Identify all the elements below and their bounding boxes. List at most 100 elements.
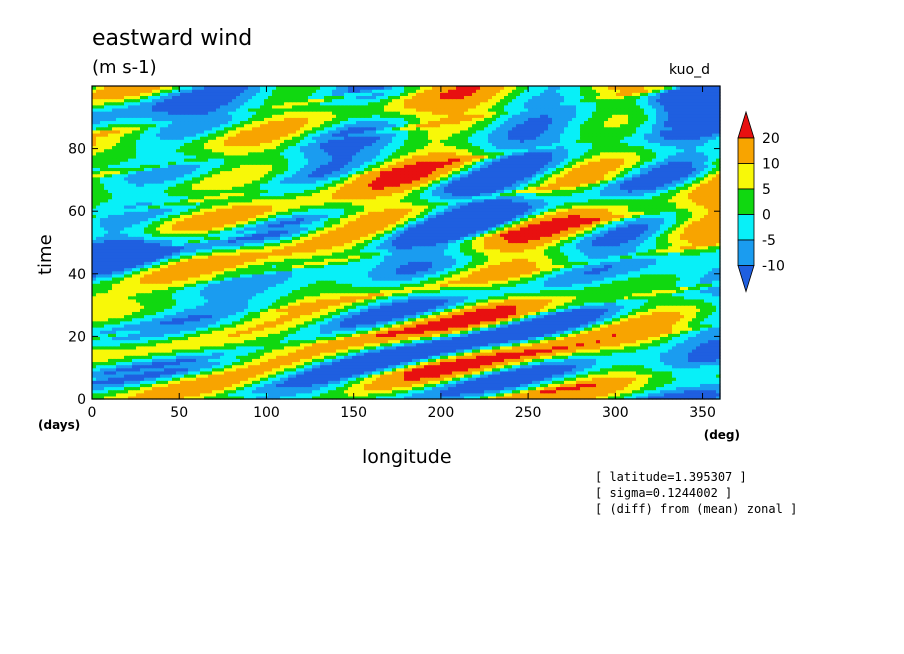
heatmap-cell <box>504 395 509 400</box>
heatmap-cell <box>672 370 677 375</box>
heatmap-cell <box>656 373 661 378</box>
heatmap-cell <box>200 389 205 394</box>
heatmap-cell <box>672 392 677 397</box>
heatmap-cell <box>516 373 521 378</box>
heatmap-cell <box>100 395 105 400</box>
heatmap-cell <box>180 358 185 363</box>
heatmap-cell <box>104 358 109 363</box>
heatmap-cell <box>612 383 617 388</box>
heatmap-cell <box>164 383 169 388</box>
heatmap-cell <box>448 373 453 378</box>
heatmap-cell <box>372 358 377 363</box>
heatmap-cell <box>116 386 121 391</box>
heatmap-cell <box>536 373 541 378</box>
heatmap-cell <box>316 380 321 384</box>
heatmap-cell <box>672 386 677 391</box>
heatmap-cell <box>260 392 265 397</box>
heatmap-cell <box>180 380 185 384</box>
heatmap-cell <box>208 380 213 384</box>
heatmap-cell <box>276 392 281 397</box>
heatmap-cell <box>508 367 513 372</box>
heatmap-cell <box>704 370 709 375</box>
heatmap-cell <box>500 380 505 384</box>
heatmap-cell <box>580 395 585 400</box>
heatmap-cell <box>252 389 257 394</box>
heatmap-cell <box>440 389 445 394</box>
heatmap-cell <box>600 373 605 378</box>
heatmap-cell <box>228 383 233 388</box>
heatmap-cell <box>516 367 521 372</box>
heatmap-cell <box>288 377 293 381</box>
heatmap-cell <box>276 389 281 394</box>
heatmap-cell <box>236 377 241 381</box>
heatmap-cell <box>180 364 185 369</box>
heatmap-cell <box>288 370 293 375</box>
heatmap-cell <box>144 389 149 394</box>
heatmap-cell <box>168 395 173 400</box>
heatmap-cell <box>200 361 205 366</box>
heatmap-cell <box>92 389 97 394</box>
heatmap-cell <box>200 395 205 400</box>
heatmap-cell <box>324 386 329 391</box>
heatmap-cell <box>344 361 349 366</box>
heatmap-cell <box>256 358 261 363</box>
heatmap-cell <box>440 392 445 397</box>
heatmap-cell <box>244 377 249 381</box>
heatmap-cell <box>260 364 265 369</box>
heatmap-cell <box>496 367 501 372</box>
heatmap-cell <box>468 377 473 381</box>
heatmap-cell <box>528 361 533 366</box>
heatmap-cell <box>428 364 433 369</box>
heatmap-cell <box>412 370 417 375</box>
heatmap-cell <box>180 361 185 366</box>
heatmap-cell <box>240 392 245 397</box>
heatmap-cell <box>376 377 381 381</box>
heatmap-cell <box>496 377 501 381</box>
heatmap-cell <box>292 386 297 391</box>
heatmap-cell <box>704 395 709 400</box>
heatmap-cell <box>220 373 225 378</box>
heatmap-cell <box>668 361 673 366</box>
heatmap-cell <box>428 358 433 363</box>
heatmap-cell <box>564 383 569 388</box>
heatmap-cell <box>260 373 265 378</box>
heatmap-cell <box>396 370 401 375</box>
heatmap-cell <box>272 367 277 372</box>
heatmap-cell <box>420 373 425 378</box>
heatmap-cell <box>160 386 165 391</box>
heatmap-cell <box>516 392 521 397</box>
heatmap-cell <box>348 370 353 375</box>
heatmap-cell <box>184 395 189 400</box>
heatmap-cell <box>552 364 557 369</box>
heatmap-cell <box>228 389 233 394</box>
heatmap-cell <box>236 373 241 378</box>
heatmap-cell <box>648 395 653 400</box>
heatmap-cell <box>324 370 329 375</box>
heatmap-cell <box>528 380 533 384</box>
heatmap-cell <box>164 389 169 394</box>
heatmap-cell <box>124 389 129 394</box>
heatmap-cell <box>120 373 125 378</box>
heatmap-cell <box>376 389 381 394</box>
heatmap-cell <box>248 364 253 369</box>
heatmap-cell <box>96 389 101 394</box>
heatmap-cell <box>696 389 701 394</box>
heatmap-cell <box>676 377 681 381</box>
heatmap-cell <box>312 367 317 372</box>
heatmap-cell <box>488 370 493 375</box>
heatmap-cell <box>568 364 573 369</box>
heatmap-cell <box>584 361 589 366</box>
heatmap-cell <box>704 383 709 388</box>
heatmap-cell <box>132 367 137 372</box>
heatmap-cell <box>136 373 141 378</box>
heatmap-cell <box>264 380 269 384</box>
heatmap-cell <box>124 373 129 378</box>
heatmap-cell <box>112 389 117 394</box>
heatmap-cell <box>188 380 193 384</box>
heatmap-cell <box>392 373 397 378</box>
heatmap-cell <box>336 392 341 397</box>
heatmap-cell <box>252 373 257 378</box>
heatmap-cell <box>356 392 361 397</box>
heatmap-cell <box>596 361 601 366</box>
heatmap-cell <box>112 358 117 363</box>
